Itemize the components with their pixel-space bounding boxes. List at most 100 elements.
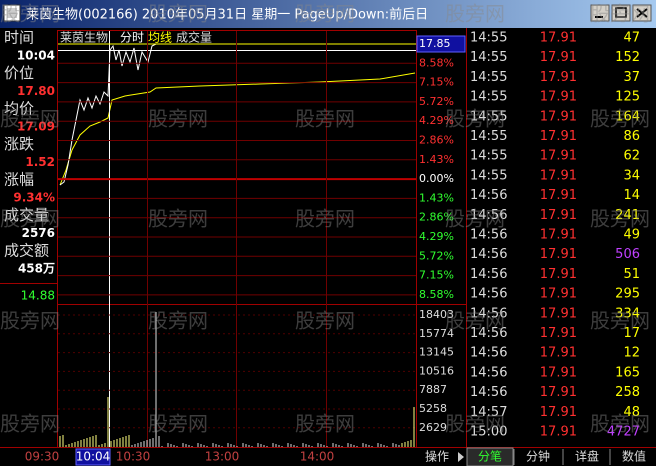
trade-time: 14:55 — [470, 109, 507, 124]
trade-volume: 47 — [623, 31, 640, 46]
volume-label: 13145 — [419, 346, 454, 359]
watermark: 股旁网 — [295, 2, 355, 26]
trade-volume: 258 — [615, 385, 640, 400]
trade-time: 14:55 — [470, 149, 507, 164]
watermark: 股旁网 — [590, 2, 650, 26]
watermark: 股旁网 — [590, 412, 650, 436]
price-label: 17.85 — [419, 37, 451, 50]
trade-price: 17.91 — [540, 31, 577, 46]
price-label: 8.58% — [419, 288, 454, 301]
trade-time: 14:55 — [470, 129, 507, 144]
price-label: 4.29% — [419, 114, 454, 127]
price-label: 8.58% — [419, 56, 454, 69]
trade-volume: 48 — [623, 405, 640, 420]
trade-volume: 164 — [615, 109, 640, 124]
trade-volume: 152 — [615, 50, 640, 65]
watermark: 股旁网 — [445, 2, 505, 26]
info-label: 成交量 — [4, 206, 49, 224]
trade-time: 14:56 — [470, 346, 507, 361]
info-label: 均价 — [4, 100, 34, 118]
info-label: 涨跌 — [4, 135, 34, 153]
trade-volume: 12 — [623, 346, 640, 361]
info-value: 17.09 — [17, 120, 55, 134]
info-value: 17.80 — [17, 84, 55, 98]
trade-price: 17.91 — [540, 346, 577, 361]
trade-price: 17.91 — [540, 425, 577, 440]
tab[interactable]: 操作 — [425, 449, 449, 464]
trade-volume: 125 — [615, 90, 640, 105]
tab-arrow[interactable] — [458, 452, 464, 462]
trade-volume: 17 — [623, 326, 640, 341]
volume-label: 2629 — [419, 421, 447, 434]
watermark: 股旁网 — [590, 207, 650, 231]
watermark: 股旁网 — [148, 412, 208, 436]
time-label: 10:30 — [116, 450, 151, 464]
tab[interactable]: 分笔 — [478, 449, 502, 464]
price-label: 1.43% — [419, 191, 454, 204]
info-value: 2576 — [22, 226, 55, 240]
trade-price: 17.91 — [540, 90, 577, 105]
watermark: 股旁网 — [0, 207, 60, 231]
price-label-highlight — [416, 35, 466, 53]
trade-price: 17.91 — [540, 149, 577, 164]
trade-time: 14:57 — [470, 405, 507, 420]
tab[interactable]: 详盘 — [575, 449, 599, 464]
watermark: 股旁网 — [445, 309, 505, 333]
trade-price: 17.91 — [540, 326, 577, 341]
price-label: 2.86% — [419, 211, 454, 224]
trade-volume: 62 — [623, 149, 640, 164]
watermark: 股旁网 — [445, 107, 505, 131]
time-label: 13:00 — [205, 450, 240, 464]
info-value: 10:04 — [17, 49, 55, 63]
tab[interactable]: 数值 — [622, 449, 646, 464]
chart-mode: 分时 — [120, 31, 144, 45]
trade-time: 14:56 — [470, 267, 507, 282]
time-label-highlight — [75, 448, 111, 466]
chart-legend: 莱茵生物 — [60, 31, 108, 45]
watermark: 股旁网 — [148, 207, 208, 231]
frame — [0, 28, 656, 448]
tab[interactable]: 分钟 — [526, 449, 550, 464]
trade-time: 14:56 — [470, 287, 507, 302]
trade-time: 14:56 — [470, 247, 507, 262]
watermark: 股旁网 — [148, 2, 208, 26]
trade-price: 17.91 — [540, 168, 577, 183]
trade-volume: 334 — [615, 306, 640, 321]
price-label: 4.29% — [419, 230, 454, 243]
time-label: 09:30 — [25, 450, 60, 464]
trade-time: 14:56 — [470, 208, 507, 223]
title-bar — [0, 0, 656, 28]
volume-label: 15774 — [419, 327, 454, 340]
volume-label: 5258 — [419, 402, 447, 415]
price-label: 0.00% — [419, 172, 454, 185]
price-label: 1.43% — [419, 153, 454, 166]
trade-price: 17.91 — [540, 228, 577, 243]
watermark: 股旁网 — [148, 107, 208, 131]
maximize-icon — [615, 7, 627, 18]
watermark: 股旁网 — [445, 412, 505, 436]
trade-price: 17.91 — [540, 385, 577, 400]
info-value: 458万 — [18, 262, 55, 276]
volume-label: 7887 — [419, 383, 447, 396]
trade-price: 17.91 — [540, 247, 577, 262]
watermark: 股旁网 — [590, 309, 650, 333]
trade-volume: 506 — [615, 247, 640, 262]
trade-price: 17.91 — [540, 50, 577, 65]
trade-volume: 49 — [623, 228, 640, 243]
watermark: 股旁网 — [148, 309, 208, 333]
watermark: 股旁网 — [295, 207, 355, 231]
info-label: 时间 — [4, 29, 34, 47]
trade-price: 17.91 — [540, 188, 577, 203]
trade-volume: 51 — [623, 267, 640, 282]
watermark: 股旁网 — [0, 107, 60, 131]
price-label: 7.15% — [419, 269, 454, 282]
trade-volume: 37 — [623, 70, 640, 85]
volume-label: 10516 — [419, 364, 454, 377]
trade-time: 14:56 — [470, 385, 507, 400]
trade-time: 14:55 — [470, 70, 507, 85]
time-label: 10:04 — [76, 450, 111, 464]
trade-time: 14:56 — [470, 188, 507, 203]
info-label: 价位 — [4, 64, 34, 82]
price-label: 2.86% — [419, 134, 454, 147]
